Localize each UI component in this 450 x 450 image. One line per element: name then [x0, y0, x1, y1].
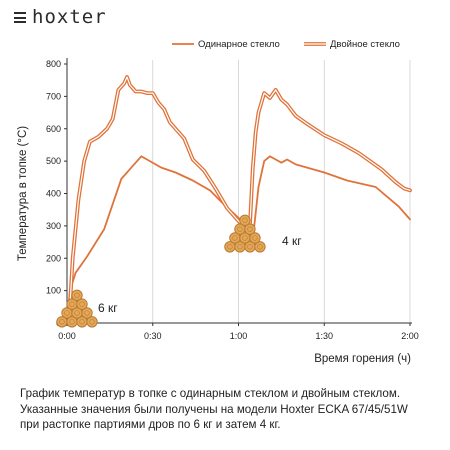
log-ring [89, 319, 95, 325]
legend-label-double: Двойное стекло [330, 39, 400, 50]
log-icon [244, 223, 256, 235]
caption-line: при растопке партиями дров по 6 кг и зат… [20, 418, 281, 431]
log-ring [232, 235, 238, 241]
y-tick-label: 600 [46, 124, 61, 134]
log-icon [81, 307, 93, 319]
log-ring [64, 310, 70, 316]
log-ring [257, 244, 263, 250]
chart-caption: График температур в топке с одинарным ст… [20, 386, 440, 433]
log-ring [79, 319, 85, 325]
chart-annotations: 6 кг 4 кг [56, 214, 302, 328]
y-axis-title: Температура в топке (°C) [17, 126, 29, 261]
y-tick-label: 800 [46, 59, 61, 69]
y-tick-label: 700 [46, 91, 61, 101]
brand-name: hoxter [32, 6, 107, 28]
wood-pile-4kg [224, 214, 266, 253]
log-icon [249, 232, 261, 244]
log-icon [71, 289, 83, 301]
log-ring [69, 319, 75, 325]
y-tick-label: 100 [46, 286, 61, 296]
log-icon [239, 214, 251, 226]
x-tick-label: 2:00 [401, 331, 419, 341]
log-icon [86, 316, 98, 328]
log-ring [237, 226, 243, 232]
x-tick-label: 0:00 [58, 331, 76, 341]
x-tick-label: 0:30 [144, 331, 162, 341]
chart-legend: Одинарное стекло Двойное стекло [172, 39, 400, 50]
brand-logo[interactable]: hoxter [14, 8, 107, 27]
wood-pile-6kg [56, 289, 98, 328]
log-ring [247, 226, 253, 232]
log-ring [247, 244, 253, 250]
caption-line: Указанные значения были получены на моде… [20, 402, 408, 416]
series-line-double-inner [66, 76, 411, 324]
log-icon [76, 298, 88, 310]
log-ring [242, 235, 248, 241]
hamburger-icon[interactable] [14, 12, 26, 23]
legend-label-single: Одинарное стекло [198, 39, 280, 50]
log-ring [84, 310, 90, 316]
log-ring [227, 244, 233, 250]
x-tick-label: 1:30 [315, 331, 333, 341]
log-ring [69, 301, 75, 307]
x-axis-title: Время горения (ч) [314, 353, 411, 365]
log-ring [237, 244, 243, 250]
y-tick-label: 200 [46, 253, 61, 263]
y-tick-label: 500 [46, 156, 61, 166]
log-ring [252, 235, 258, 241]
annotation-6kg: 6 кг [98, 301, 118, 315]
log-ring [74, 310, 80, 316]
log-ring [79, 301, 85, 307]
log-ring [74, 292, 80, 298]
y-tick-label: 400 [46, 189, 61, 199]
chart-axes: 01002003004005006007008000:000:301:001:3… [17, 58, 419, 365]
log-ring [242, 217, 248, 223]
y-tick-label: 300 [46, 221, 61, 231]
temperature-chart: 01002003004005006007008000:000:301:001:3… [17, 39, 419, 365]
caption-line: График температур в топке с одинарным ст… [20, 387, 401, 400]
log-ring [59, 319, 65, 325]
x-tick-label: 1:00 [230, 331, 248, 341]
log-icon [254, 241, 266, 253]
annotation-4kg: 4 кг [282, 234, 302, 248]
